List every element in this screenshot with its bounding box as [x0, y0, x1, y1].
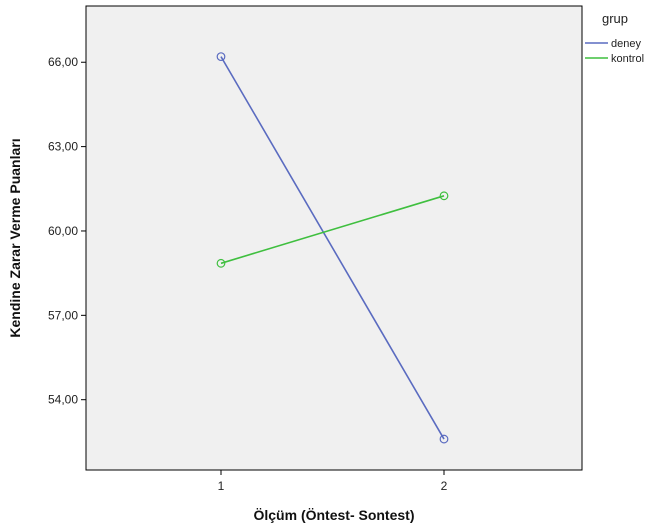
y-tick-label: 57,00: [48, 308, 78, 322]
legend-title: grup: [602, 11, 628, 26]
y-tick-label: 60,00: [48, 224, 78, 238]
y-tick-label: 66,00: [48, 55, 78, 69]
legend-label-deney: deney: [611, 38, 641, 50]
x-tick-label: 2: [441, 479, 448, 493]
y-tick-label: 54,00: [48, 393, 78, 407]
legend: grup deney kontrol: [585, 11, 644, 65]
y-axis-title: Kendine Zarar Verme Puanları: [7, 138, 23, 337]
plot-area: [85, 5, 583, 471]
x-tick-label: 1: [218, 479, 225, 493]
y-tick-label: 63,00: [48, 140, 78, 154]
data-point-kontrol: [439, 191, 449, 201]
series-line-deney: [220, 56, 445, 440]
data-point-kontrol: [216, 258, 226, 268]
data-point-deney: [216, 52, 226, 62]
legend-label-kontrol: kontrol: [611, 53, 644, 65]
series-line-kontrol: [220, 195, 445, 265]
data-point-deney: [439, 434, 449, 444]
x-axis-title: Ölçüm (Öntest- Sontest): [253, 507, 414, 523]
